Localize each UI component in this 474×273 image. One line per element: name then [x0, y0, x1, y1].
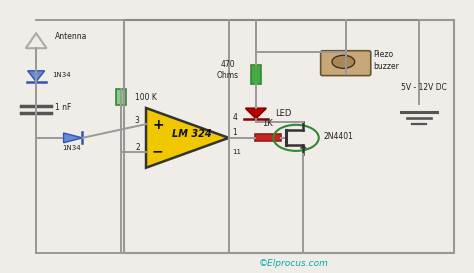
Text: +: +	[152, 118, 164, 132]
Text: ©Elprocus.com: ©Elprocus.com	[259, 259, 328, 268]
Text: LED: LED	[275, 109, 291, 118]
Polygon shape	[64, 133, 82, 143]
Polygon shape	[27, 71, 45, 82]
Text: 1N34: 1N34	[62, 145, 81, 151]
Text: 1: 1	[233, 127, 237, 136]
Bar	[251, 64, 261, 84]
Circle shape	[332, 55, 355, 68]
Text: 1 nF: 1 nF	[55, 103, 72, 112]
Text: 470
Ohms: 470 Ohms	[217, 60, 238, 80]
Polygon shape	[301, 146, 307, 148]
Text: 3: 3	[134, 116, 139, 125]
Text: LM 324: LM 324	[172, 129, 212, 139]
Bar	[124, 20, 455, 253]
Bar	[116, 89, 127, 105]
Text: 1N34: 1N34	[53, 72, 71, 78]
Polygon shape	[146, 108, 229, 168]
Text: 4: 4	[233, 113, 237, 122]
Text: 5V - 12V DC: 5V - 12V DC	[401, 83, 447, 92]
Text: 100 K: 100 K	[136, 93, 157, 102]
Text: Piezo
buzzer: Piezo buzzer	[373, 50, 399, 71]
Text: 2N4401: 2N4401	[323, 132, 353, 141]
Text: −: −	[152, 144, 164, 158]
Text: 2: 2	[136, 143, 140, 152]
Text: 11: 11	[233, 149, 242, 155]
FancyBboxPatch shape	[320, 51, 371, 76]
Text: Antenna: Antenna	[55, 31, 87, 40]
Polygon shape	[246, 108, 266, 118]
Bar	[255, 134, 281, 141]
Text: 1K: 1K	[262, 119, 273, 128]
